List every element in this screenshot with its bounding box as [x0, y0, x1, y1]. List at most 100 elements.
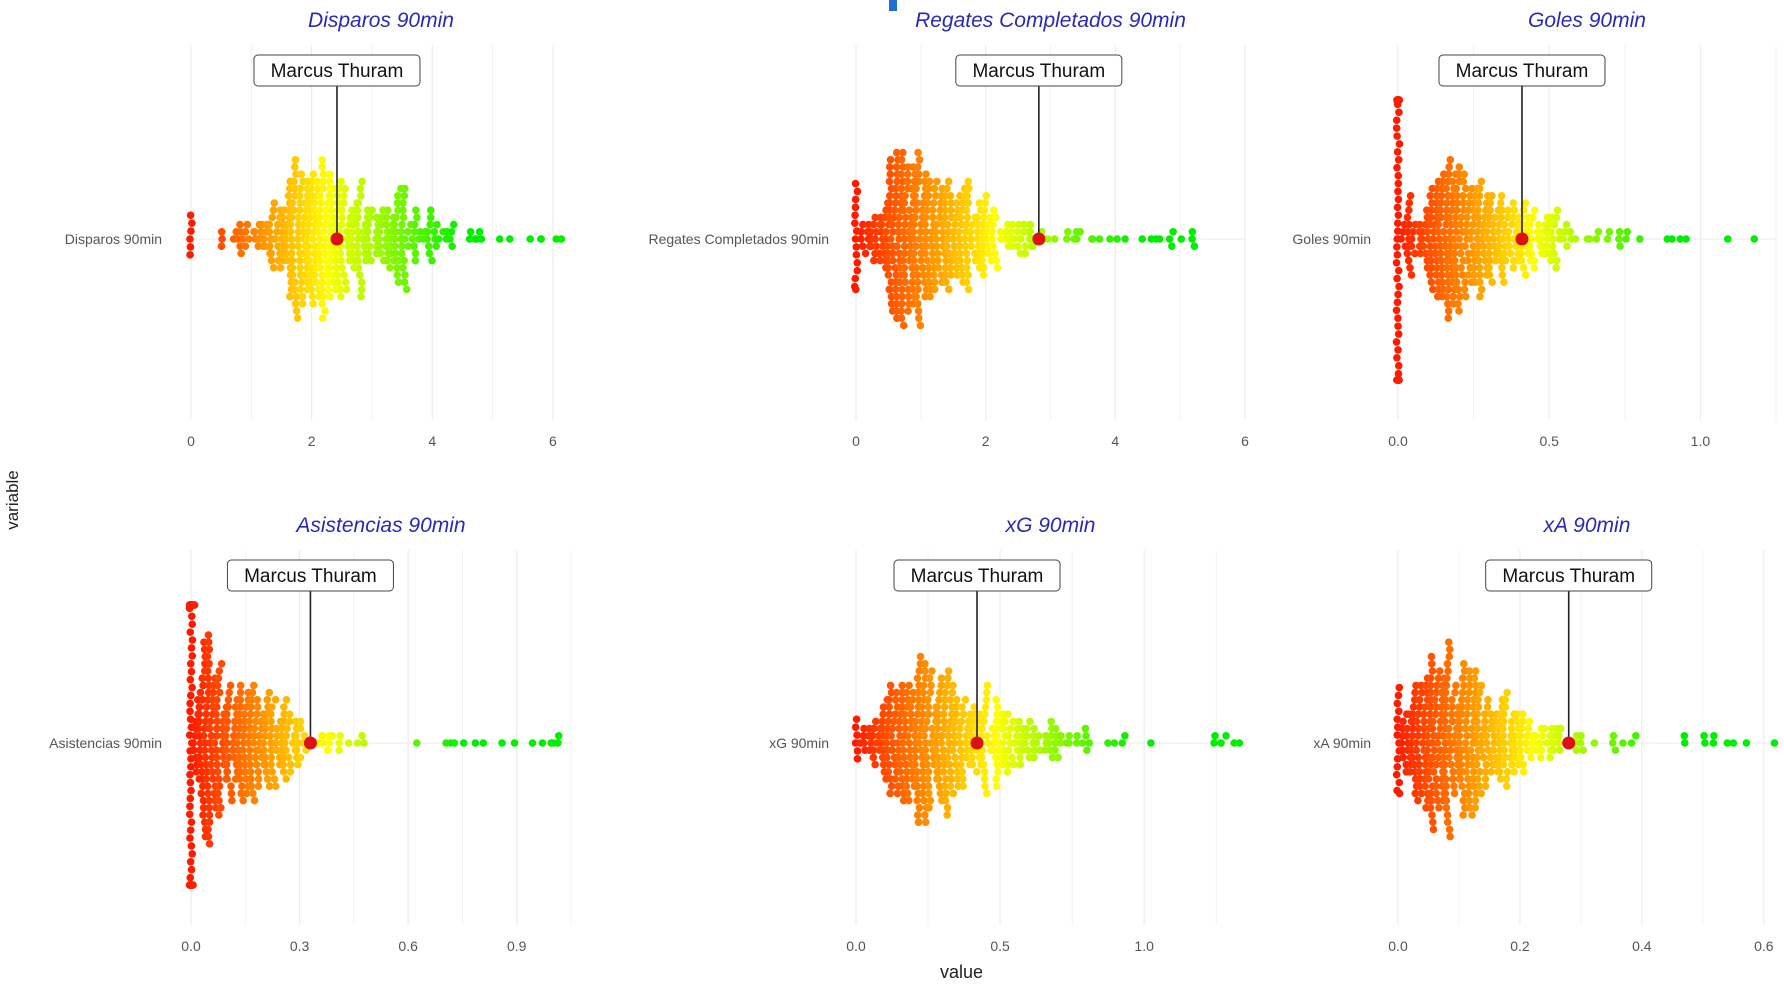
data-point: [246, 710, 255, 718]
data-point: [1465, 688, 1473, 697]
tick-label: 0: [852, 433, 860, 449]
data-point: [1501, 256, 1510, 265]
data-point: [323, 746, 332, 754]
data-point: [980, 213, 988, 222]
data-point: [205, 724, 214, 733]
data-point: [1770, 739, 1779, 747]
data-point: [1461, 739, 1470, 747]
data-point: [1489, 235, 1497, 243]
data-point: [1477, 746, 1486, 754]
data-point: [1411, 688, 1419, 697]
data-point: [946, 768, 955, 776]
data-point: [921, 213, 930, 222]
data-point: [205, 796, 213, 805]
data-point: [1036, 746, 1044, 754]
data-point: [260, 746, 268, 754]
data-point: [1475, 264, 1484, 272]
data-point: [1449, 739, 1458, 747]
data-point: [945, 249, 953, 258]
data-point: [187, 227, 195, 235]
data-point: [1427, 256, 1435, 265]
panel-title: xA 90min: [1543, 514, 1631, 537]
data-point: [204, 789, 212, 798]
data-point: [900, 271, 909, 279]
panel-title: Regates Completados 90min: [915, 9, 1186, 32]
data-point: [981, 199, 989, 207]
data-point: [906, 703, 915, 711]
data-point: [1393, 243, 1401, 251]
data-point: [1030, 753, 1038, 762]
data-point: [1394, 369, 1403, 378]
data-point: [203, 667, 212, 675]
data-point: [1085, 739, 1094, 747]
data-point: [852, 243, 861, 251]
highlight-point: [330, 232, 344, 246]
data-point: [1441, 717, 1449, 726]
data-point: [204, 832, 213, 841]
data-point: [186, 628, 195, 636]
data-point: [853, 755, 862, 763]
data-point: [942, 789, 950, 798]
data-point: [898, 703, 907, 711]
data-point: [900, 242, 909, 250]
data-point: [853, 266, 862, 275]
data-point: [902, 688, 911, 697]
data-point: [1447, 760, 1455, 769]
data-point: [235, 775, 244, 783]
data-point: [963, 192, 972, 200]
data-point: [951, 220, 959, 229]
data-point: [510, 739, 519, 747]
data-point: [1442, 199, 1451, 207]
data-point: [1431, 249, 1439, 258]
data-point: [393, 271, 402, 279]
tick-label: 0.5: [1539, 433, 1559, 449]
data-point: [187, 786, 195, 795]
data-point: [917, 256, 925, 265]
data-point: [1147, 739, 1155, 747]
data-point: [1499, 760, 1508, 769]
data-point: [910, 256, 918, 265]
data-point: [899, 148, 907, 157]
data-point: [408, 235, 417, 243]
data-point: [912, 264, 920, 272]
data-point: [308, 292, 317, 301]
data-point: [1030, 746, 1039, 754]
data-point: [949, 746, 957, 754]
data-point: [215, 667, 224, 675]
data-point: [872, 242, 881, 250]
data-point: [1554, 739, 1563, 747]
data-point: [526, 235, 535, 243]
data-point: [962, 220, 970, 229]
data-point: [888, 228, 897, 236]
data-point: [1499, 710, 1508, 718]
data-point: [940, 782, 949, 790]
data-point: [1392, 124, 1401, 132]
data-point: [294, 242, 303, 250]
highlight-point: [1562, 736, 1576, 750]
data-point: [1444, 638, 1453, 646]
data-point: [1459, 192, 1467, 200]
data-point: [962, 753, 971, 762]
data-point: [1508, 220, 1516, 229]
data-point: [900, 199, 909, 207]
data-point: [851, 203, 860, 212]
data-point: [1560, 228, 1569, 236]
data-point: [1393, 354, 1401, 362]
data-point: [1516, 746, 1524, 754]
data-point: [1406, 192, 1415, 200]
data-point: [186, 699, 194, 708]
data-point: [1627, 739, 1636, 747]
data-point: [1402, 732, 1411, 740]
data-point: [1032, 739, 1041, 747]
data-point: [926, 292, 934, 301]
data-point: [968, 220, 977, 229]
data-point: [328, 732, 337, 740]
data-point: [973, 213, 981, 222]
data-point: [213, 724, 221, 733]
data-point: [1424, 775, 1433, 783]
data-point: [331, 256, 340, 265]
data-point: [1121, 732, 1129, 740]
data-point: [898, 681, 906, 690]
